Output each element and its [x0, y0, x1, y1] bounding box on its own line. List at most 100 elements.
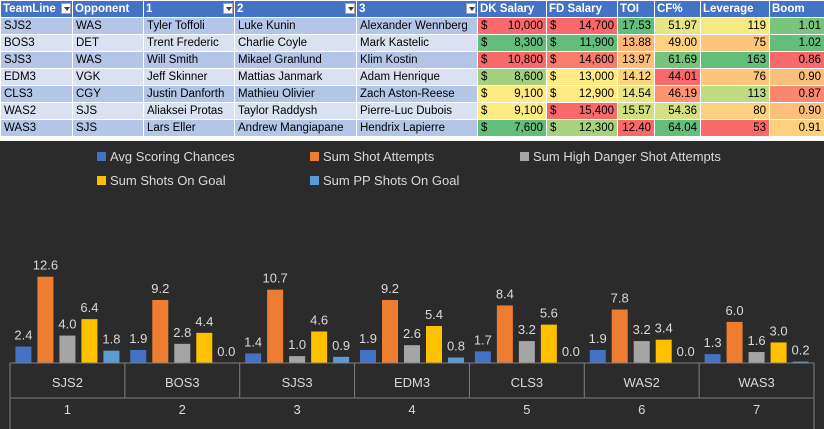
- cell-opponent[interactable]: VGK: [72, 68, 144, 86]
- cell-dk-salary[interactable]: $10,000: [477, 17, 547, 35]
- cell-player-3[interactable]: Zach Aston-Reese: [356, 85, 478, 103]
- cell-teamline[interactable]: BOS3: [0, 34, 73, 52]
- cell-teamline[interactable]: EDM3: [0, 68, 73, 86]
- header-cf-pct[interactable]: CF%: [654, 0, 701, 18]
- header-dk-salary[interactable]: DK Salary: [477, 0, 547, 18]
- cell-player-1[interactable]: Will Smith: [143, 51, 235, 69]
- cell-fd-salary[interactable]: $11,900: [546, 34, 618, 52]
- cell-cf-pct[interactable]: 51.97: [654, 17, 701, 35]
- data-label: 9.2: [151, 281, 169, 296]
- cell-opponent[interactable]: SJS: [72, 119, 144, 137]
- cell-player-1[interactable]: Aliaksei Protas: [143, 102, 235, 120]
- cell-toi[interactable]: 14.12: [617, 68, 655, 86]
- cell-fd-salary[interactable]: $12,900: [546, 85, 618, 103]
- cell-toi[interactable]: 13.97: [617, 51, 655, 69]
- cell-toi[interactable]: 12.40: [617, 119, 655, 137]
- cell-opponent[interactable]: SJS: [72, 102, 144, 120]
- cell-boom[interactable]: 0.90: [769, 102, 824, 120]
- cell-dk-salary[interactable]: $8,300: [477, 34, 547, 52]
- header-toi[interactable]: TOI: [617, 0, 655, 18]
- cell-cf-pct[interactable]: 46.19: [654, 85, 701, 103]
- cell-cf-pct[interactable]: 49.00: [654, 34, 701, 52]
- header-fd-salary[interactable]: FD Salary: [546, 0, 618, 18]
- cell-cf-pct[interactable]: 54.36: [654, 102, 701, 120]
- cell-fd-salary[interactable]: $12,300: [546, 119, 618, 137]
- cell-boom[interactable]: 0.87: [769, 85, 824, 103]
- header-teamline[interactable]: TeamLine: [0, 0, 73, 18]
- cell-player-2[interactable]: Taylor Raddysh: [234, 102, 357, 120]
- filter-dropdown-icon[interactable]: [466, 3, 476, 14]
- cell-teamline[interactable]: SJS2: [0, 17, 73, 35]
- cell-teamline[interactable]: CLS3: [0, 85, 73, 103]
- cell-leverage[interactable]: 75: [700, 34, 770, 52]
- cell-leverage[interactable]: 76: [700, 68, 770, 86]
- header-player-3[interactable]: 3: [356, 0, 478, 18]
- bar-avg-scoring-chances: [360, 349, 376, 363]
- cell-player-3[interactable]: Hendrix Lapierre: [356, 119, 478, 137]
- category-label: SJS2: [52, 375, 83, 390]
- cell-opponent[interactable]: WAS: [72, 17, 144, 35]
- cell-player-1[interactable]: Tyler Toffoli: [143, 17, 235, 35]
- cell-boom[interactable]: 0.90: [769, 68, 824, 86]
- cell-cf-pct[interactable]: 64.04: [654, 119, 701, 137]
- cell-player-3[interactable]: Pierre-Luc Dubois: [356, 102, 478, 120]
- cell-player-1[interactable]: Trent Frederic: [143, 34, 235, 52]
- filter-dropdown-icon[interactable]: [223, 3, 233, 14]
- cell-player-1[interactable]: Lars Eller: [143, 119, 235, 137]
- cell-leverage[interactable]: 163: [700, 51, 770, 69]
- cell-teamline[interactable]: WAS3: [0, 119, 73, 137]
- cell-toi[interactable]: 17.53: [617, 17, 655, 35]
- cell-fd-salary[interactable]: $13,000: [546, 68, 618, 86]
- cell-opponent[interactable]: CGY: [72, 85, 144, 103]
- cell-boom[interactable]: 0.91: [769, 119, 824, 137]
- cell-leverage[interactable]: 80: [700, 102, 770, 120]
- cell-player-2[interactable]: Mattias Janmark: [234, 68, 357, 86]
- bar-sum-shot-attempts: [382, 299, 398, 363]
- cell-player-3[interactable]: Mark Kastelic: [356, 34, 478, 52]
- cell-player-2[interactable]: Charlie Coyle: [234, 34, 357, 52]
- header-boom[interactable]: Boom: [769, 0, 824, 18]
- legend-label: Avg Scoring Chances: [110, 149, 235, 164]
- cell-toi[interactable]: 14.54: [617, 85, 655, 103]
- cell-opponent[interactable]: DET: [72, 34, 144, 52]
- cell-fd-salary[interactable]: $14,600: [546, 51, 618, 69]
- cell-fd-salary[interactable]: $15,400: [546, 102, 618, 120]
- header-player-1[interactable]: 1: [143, 0, 235, 18]
- filter-dropdown-icon[interactable]: [61, 3, 71, 14]
- cell-dk-salary[interactable]: $9,100: [477, 102, 547, 120]
- cell-fd-salary[interactable]: $14,700: [546, 17, 618, 35]
- cell-player-3[interactable]: Klim Kostin: [356, 51, 478, 69]
- cell-teamline[interactable]: SJS3: [0, 51, 73, 69]
- cell-leverage[interactable]: 113: [700, 85, 770, 103]
- cell-boom[interactable]: 0.86: [769, 51, 824, 69]
- cell-player-1[interactable]: Justin Danforth: [143, 85, 235, 103]
- cell-toi[interactable]: 15.57: [617, 102, 655, 120]
- cell-teamline[interactable]: WAS2: [0, 102, 73, 120]
- cell-boom[interactable]: 1.02: [769, 34, 824, 52]
- cell-player-3[interactable]: Alexander Wennberg: [356, 17, 478, 35]
- cell-toi[interactable]: 13.88: [617, 34, 655, 52]
- cell-player-2[interactable]: Mikael Granlund: [234, 51, 357, 69]
- header-leverage[interactable]: Leverage: [700, 0, 770, 18]
- cell-player-3[interactable]: Adam Henrique: [356, 68, 478, 86]
- cell-player-2[interactable]: Mathieu Olivier: [234, 85, 357, 103]
- header-player-2[interactable]: 2: [234, 0, 357, 18]
- bar-sum-high-danger-shot-attempts: [518, 341, 535, 363]
- cell-leverage[interactable]: 53: [700, 119, 770, 137]
- currency-symbol: $: [550, 122, 557, 134]
- cell-dk-salary[interactable]: $9,100: [477, 85, 547, 103]
- cell-cf-pct[interactable]: 44.01: [654, 68, 701, 86]
- cell-player-2[interactable]: Andrew Mangiapane: [234, 119, 357, 137]
- cell-dk-salary[interactable]: $10,800: [477, 51, 547, 69]
- cell-dk-salary[interactable]: $7,600: [477, 119, 547, 137]
- bar-sum-shot-attempts: [37, 276, 54, 363]
- cell-boom[interactable]: 1.01: [769, 17, 824, 35]
- cell-cf-pct[interactable]: 61.69: [654, 51, 701, 69]
- cell-dk-salary[interactable]: $8,600: [477, 68, 547, 86]
- cell-player-2[interactable]: Luke Kunin: [234, 17, 357, 35]
- filter-dropdown-icon[interactable]: [345, 3, 355, 14]
- header-opponent[interactable]: Opponent: [72, 0, 144, 18]
- cell-player-1[interactable]: Jeff Skinner: [143, 68, 235, 86]
- cell-opponent[interactable]: WAS: [72, 51, 144, 69]
- cell-leverage[interactable]: 119: [700, 17, 770, 35]
